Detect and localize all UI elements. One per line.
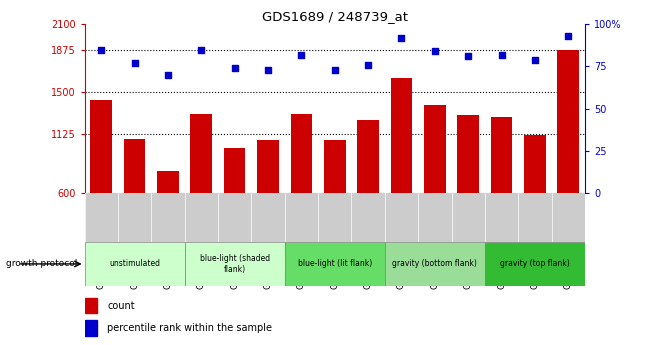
Bar xyxy=(385,241,485,286)
Bar xyxy=(84,241,185,286)
Bar xyxy=(124,139,146,193)
Bar xyxy=(190,114,212,193)
Bar xyxy=(157,171,179,193)
Bar xyxy=(84,320,97,336)
Point xyxy=(263,67,273,72)
Bar xyxy=(491,117,512,193)
Bar xyxy=(324,140,346,193)
Point xyxy=(330,67,340,72)
Point xyxy=(430,48,440,54)
Bar xyxy=(524,135,546,193)
Point xyxy=(497,52,507,57)
Point xyxy=(162,72,173,78)
Point xyxy=(229,65,240,71)
Bar xyxy=(84,298,97,313)
Point xyxy=(463,53,473,59)
Bar xyxy=(185,241,285,286)
Point xyxy=(530,57,540,62)
Bar xyxy=(285,241,385,286)
Title: GDS1689 / 248739_at: GDS1689 / 248739_at xyxy=(262,10,408,23)
Bar xyxy=(224,148,246,193)
Text: blue-light (shaded
flank): blue-light (shaded flank) xyxy=(200,254,270,274)
Point xyxy=(396,35,407,40)
Point xyxy=(363,62,373,68)
Point xyxy=(196,47,207,52)
Text: count: count xyxy=(107,301,135,311)
Bar xyxy=(391,78,412,193)
Point xyxy=(563,33,573,39)
Point xyxy=(296,52,307,57)
Bar xyxy=(257,140,279,193)
Bar xyxy=(291,114,312,193)
Text: percentile rank within the sample: percentile rank within the sample xyxy=(107,323,272,333)
Bar xyxy=(485,241,585,286)
Text: unstimulated: unstimulated xyxy=(109,259,160,268)
Text: blue-light (lit flank): blue-light (lit flank) xyxy=(298,259,372,268)
Text: gravity (bottom flank): gravity (bottom flank) xyxy=(393,259,477,268)
Text: gravity (top flank): gravity (top flank) xyxy=(500,259,570,268)
Bar xyxy=(458,116,479,193)
Text: growth protocol: growth protocol xyxy=(6,259,78,268)
Bar xyxy=(558,50,579,193)
Point xyxy=(129,60,140,66)
Bar xyxy=(424,105,446,193)
Bar xyxy=(90,100,112,193)
Bar xyxy=(358,120,379,193)
Point xyxy=(96,47,107,52)
